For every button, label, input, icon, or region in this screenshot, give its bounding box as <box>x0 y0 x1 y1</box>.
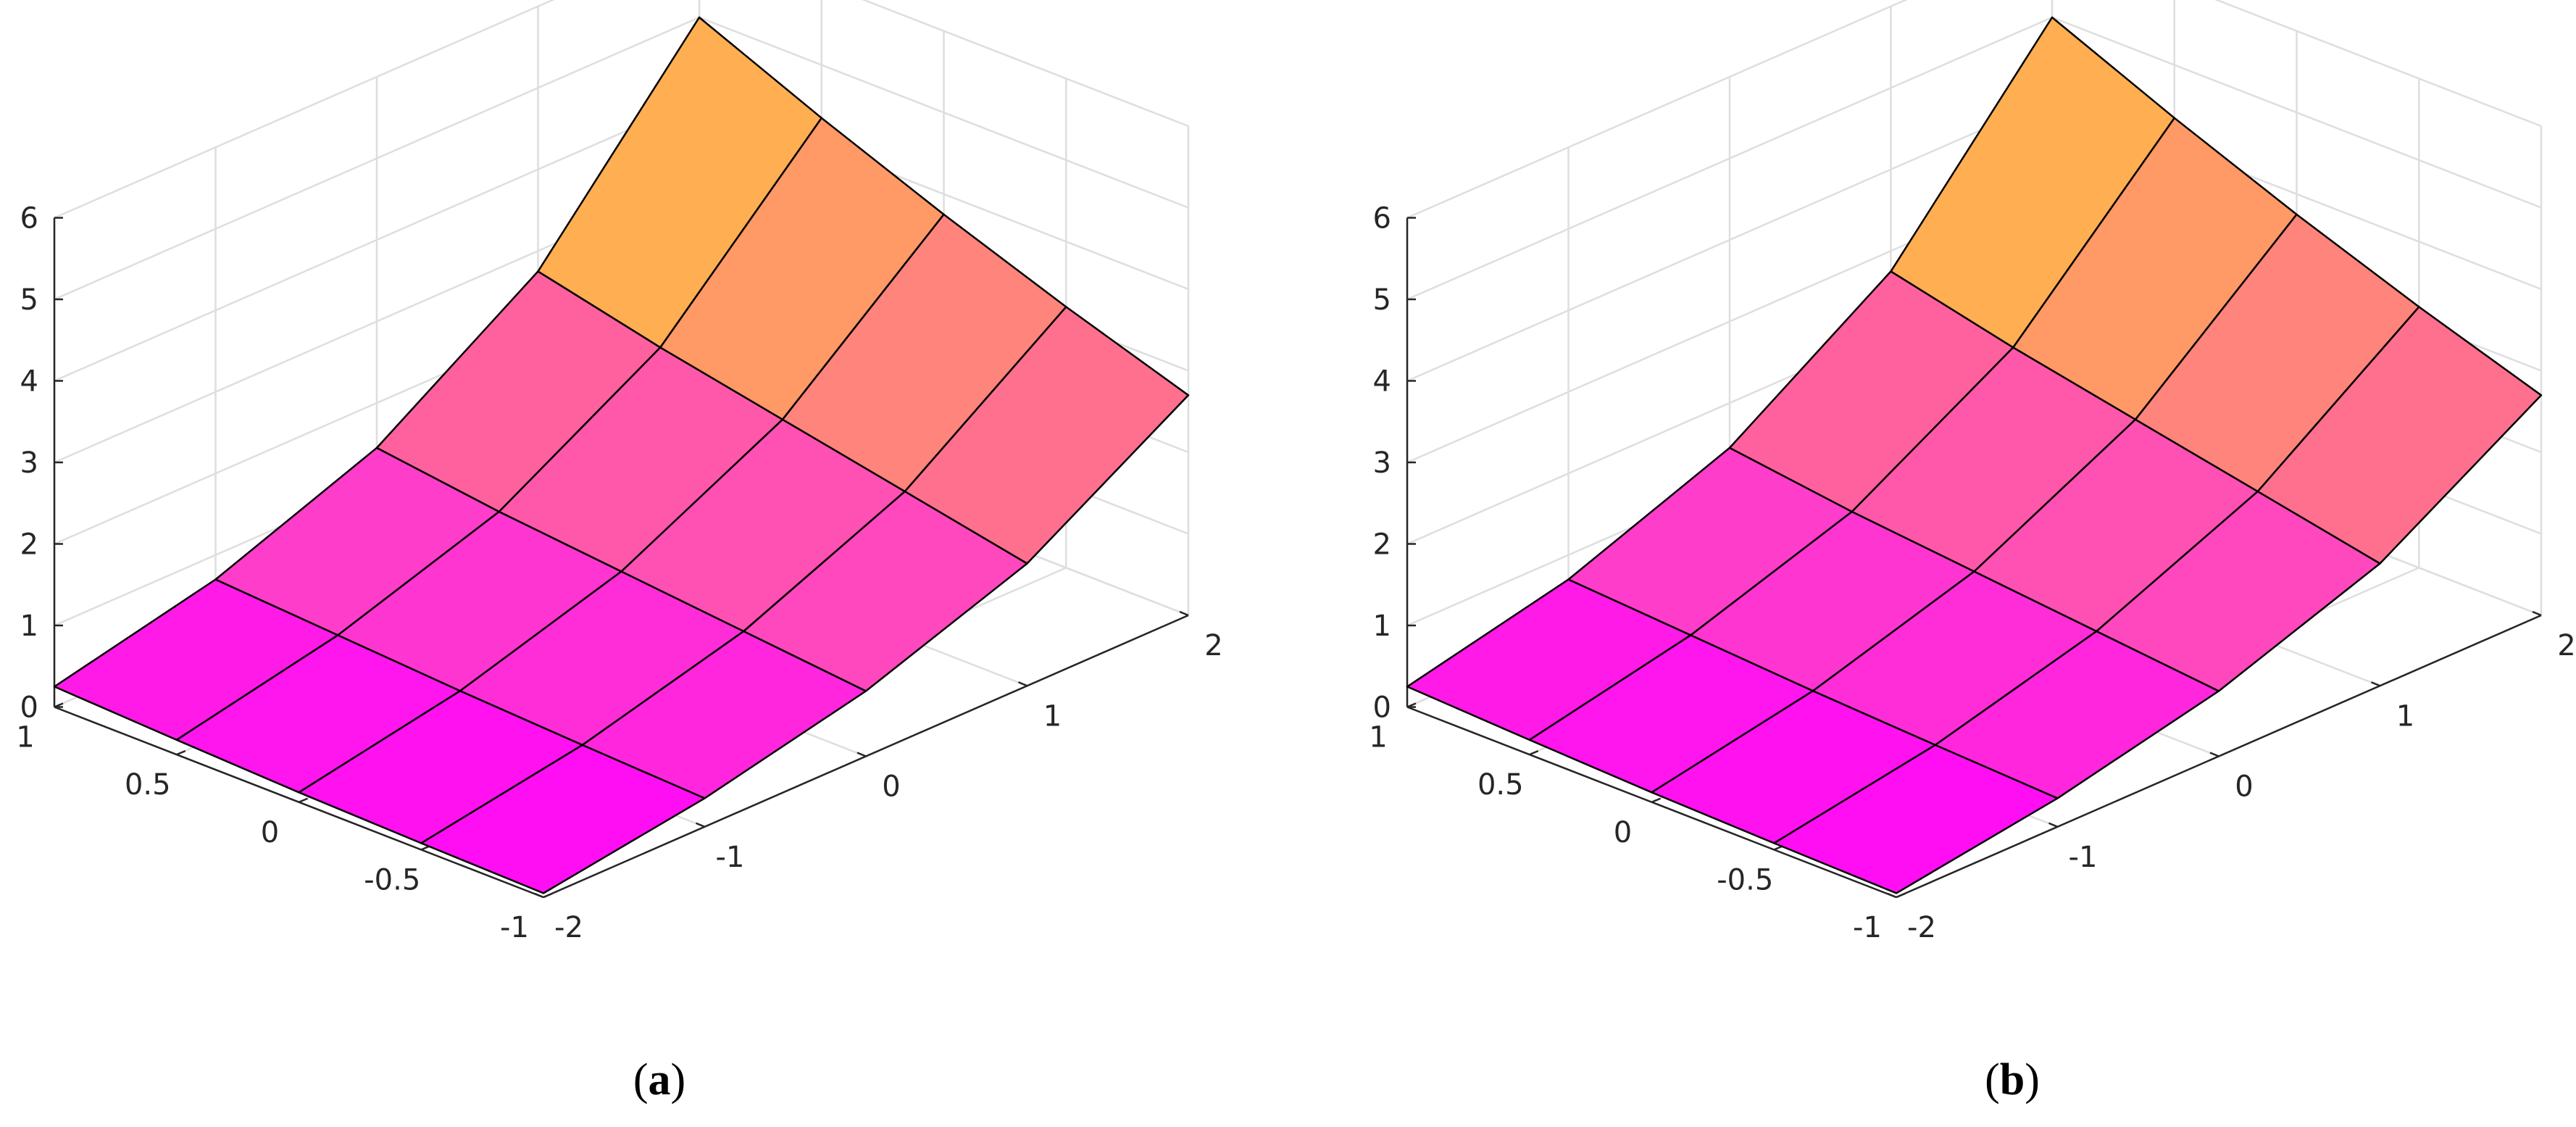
x-tick-label: -2 <box>1907 911 1936 944</box>
y-tick-label: 1 <box>1369 721 1387 754</box>
x-tick-label: 1 <box>2396 699 2414 733</box>
y-tick-label: 1 <box>16 721 34 754</box>
x-tick-label: -1 <box>716 841 745 874</box>
grid-line <box>1406 16 2053 301</box>
x-tick-mark <box>2048 822 2058 828</box>
z-tick-label: 0 <box>20 691 38 725</box>
y-tick-mark <box>1651 797 1661 803</box>
grid-line <box>54 98 700 382</box>
x-tick-mark <box>856 752 867 757</box>
panel-label: a <box>649 1055 671 1105</box>
grid-line <box>699 16 1189 209</box>
y-tick-mark <box>1529 749 1539 756</box>
x-tick-mark <box>1887 892 1897 899</box>
panel-caption: (b) <box>1985 1055 2040 1105</box>
y-tick-label: 0 <box>261 816 279 849</box>
z-tick-label: 1 <box>20 610 38 643</box>
y-tick-label: -1 <box>500 911 529 944</box>
x-tick-mark <box>2371 681 2380 687</box>
x-tick-label: 2 <box>1204 629 1222 662</box>
grid-line <box>2051 16 2542 209</box>
y-tick-label: 0.5 <box>125 768 171 802</box>
x-tick-mark <box>2532 610 2542 617</box>
y-tick-mark <box>543 892 553 899</box>
y-tick-label: 0.5 <box>1477 768 1524 802</box>
surface <box>53 16 1190 894</box>
surface-facet <box>2256 306 2543 565</box>
z-tick-label: 6 <box>1373 202 1391 236</box>
panel-label: b <box>2000 1055 2025 1105</box>
x-tick-mark <box>2209 752 2219 757</box>
z-tick-label: 1 <box>1373 610 1391 643</box>
z-tick-label: 0 <box>1373 691 1391 725</box>
z-tick-label: 5 <box>1373 283 1391 317</box>
z-tick-label: 3 <box>20 446 38 480</box>
grid-line <box>54 0 555 219</box>
grid-line <box>862 0 1189 128</box>
z-tick-label: 4 <box>20 365 38 399</box>
x-tick-label: 2 <box>2557 629 2575 662</box>
surface-facet <box>904 306 1190 565</box>
z-tick-label: 2 <box>1373 528 1391 562</box>
grid-line <box>2214 0 2542 128</box>
y-tick-label: -1 <box>1853 911 1882 944</box>
y-tick-mark <box>176 749 186 756</box>
y-tick-label: 0 <box>1614 816 1632 849</box>
grid-line <box>1406 0 1908 219</box>
grid-line <box>54 16 700 301</box>
z-tick-label: 2 <box>20 528 38 562</box>
y-tick-label: -0.5 <box>364 863 420 897</box>
x-tick-label: -2 <box>554 911 583 944</box>
panel-caption: (a) <box>633 1055 685 1105</box>
x-tick-label: 0 <box>2235 770 2253 804</box>
z-tick-label: 5 <box>20 283 38 317</box>
y-tick-mark <box>299 797 308 803</box>
x-tick-mark <box>696 822 705 828</box>
x-tick-mark <box>1018 681 1028 687</box>
z-tick-label: 6 <box>20 202 38 236</box>
y-tick-mark <box>1896 892 1906 899</box>
x-tick-mark <box>534 892 544 899</box>
surface <box>1406 16 2543 894</box>
y-tick-label: -0.5 <box>1717 863 1773 897</box>
grid-line <box>1406 98 2053 382</box>
x-tick-label: 0 <box>882 770 900 804</box>
x-tick-mark <box>1179 610 1189 617</box>
z-tick-label: 3 <box>1373 446 1391 480</box>
x-tick-label: -1 <box>2069 841 2098 874</box>
x-tick-label: 1 <box>1043 699 1062 733</box>
z-tick-label: 4 <box>1373 365 1391 399</box>
